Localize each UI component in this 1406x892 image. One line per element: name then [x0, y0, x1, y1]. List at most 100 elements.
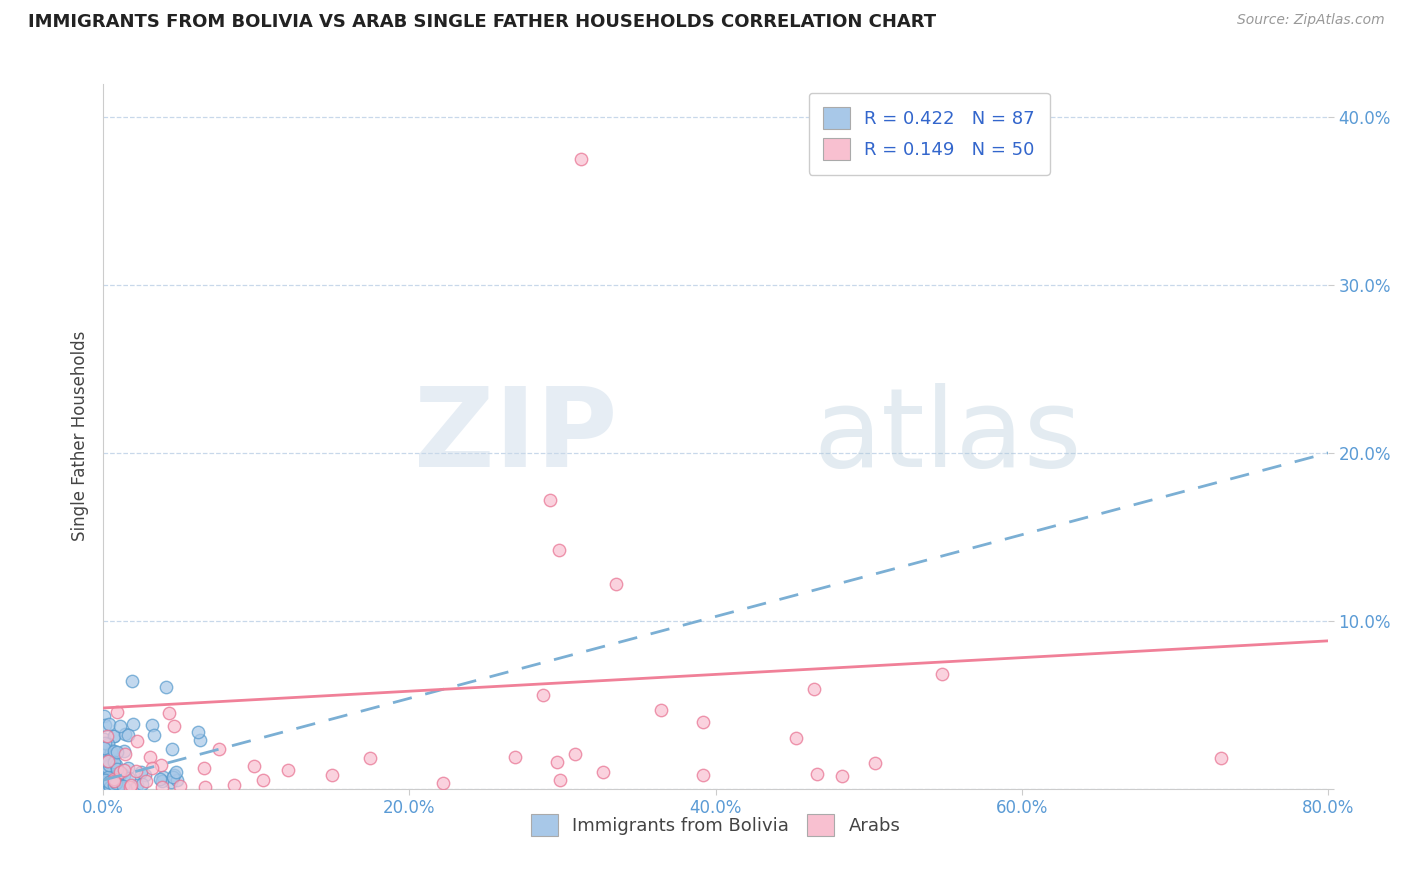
Point	[93, 741, 115, 756]
Point	[163, 767, 186, 781]
Point	[93, 732, 115, 747]
Point	[112, 764, 135, 778]
Point	[100, 775, 122, 789]
Point	[105, 776, 128, 790]
Point	[97, 761, 120, 775]
Point	[277, 763, 299, 777]
Point	[125, 764, 148, 778]
Point	[127, 779, 149, 793]
Point	[569, 152, 592, 166]
Point	[803, 682, 825, 697]
Point	[105, 745, 128, 759]
Point	[93, 754, 115, 768]
Point	[159, 774, 181, 789]
Point	[538, 492, 561, 507]
Point	[169, 779, 191, 793]
Point	[546, 755, 568, 769]
Point	[97, 737, 120, 751]
Point	[105, 705, 128, 719]
Point	[118, 772, 141, 786]
Point	[98, 780, 121, 794]
Point	[157, 706, 180, 720]
Text: atlas: atlas	[814, 383, 1083, 490]
Point	[692, 715, 714, 730]
Point	[252, 773, 274, 788]
Point	[96, 778, 118, 792]
Point	[93, 760, 115, 774]
Point	[110, 777, 132, 791]
Point	[98, 774, 121, 789]
Point	[97, 716, 120, 731]
Point	[94, 775, 117, 789]
Point	[155, 680, 177, 694]
Point	[135, 774, 157, 789]
Point	[114, 747, 136, 761]
Point	[96, 768, 118, 782]
Point	[208, 742, 231, 756]
Point	[503, 750, 526, 764]
Point	[101, 777, 124, 791]
Point	[243, 759, 266, 773]
Point	[1209, 751, 1232, 765]
Point	[194, 780, 217, 794]
Point	[806, 766, 828, 780]
Point	[548, 543, 571, 558]
Point	[97, 750, 120, 764]
Point	[692, 768, 714, 782]
Point	[103, 729, 125, 743]
Point	[96, 760, 118, 774]
Point	[94, 718, 117, 732]
Point	[605, 576, 627, 591]
Point	[93, 772, 115, 787]
Point	[101, 768, 124, 782]
Point	[96, 755, 118, 769]
Point	[187, 724, 209, 739]
Point	[150, 774, 173, 789]
Point	[131, 777, 153, 791]
Point	[134, 768, 156, 782]
Point	[96, 754, 118, 768]
Point	[94, 760, 117, 774]
Point	[94, 777, 117, 791]
Text: Source: ZipAtlas.com: Source: ZipAtlas.com	[1237, 13, 1385, 28]
Point	[121, 673, 143, 688]
Point	[166, 773, 188, 788]
Point	[224, 778, 246, 792]
Point	[163, 718, 186, 732]
Point	[96, 780, 118, 794]
Point	[96, 778, 118, 792]
Point	[863, 756, 886, 770]
Point	[96, 745, 118, 759]
Point	[97, 757, 120, 772]
Point	[112, 744, 135, 758]
Point	[100, 775, 122, 789]
Point	[104, 757, 127, 772]
Point	[100, 745, 122, 759]
Point	[564, 747, 586, 761]
Point	[93, 768, 115, 782]
Point	[149, 772, 172, 786]
Point	[96, 754, 118, 768]
Point	[129, 765, 152, 780]
Point	[150, 780, 173, 794]
Point	[97, 770, 120, 784]
Point	[94, 780, 117, 794]
Point	[125, 734, 148, 748]
Point	[160, 742, 183, 756]
Point	[97, 780, 120, 794]
Point	[650, 703, 672, 717]
Point	[100, 743, 122, 757]
Point	[592, 764, 614, 779]
Point	[141, 761, 163, 775]
Point	[94, 773, 117, 788]
Point	[143, 728, 166, 742]
Point	[152, 770, 174, 784]
Point	[149, 757, 172, 772]
Point	[94, 765, 117, 780]
Y-axis label: Single Father Households: Single Father Households	[72, 331, 89, 541]
Point	[105, 776, 128, 790]
Point	[103, 778, 125, 792]
Point	[112, 768, 135, 782]
Point	[107, 762, 129, 776]
Point	[98, 756, 121, 770]
